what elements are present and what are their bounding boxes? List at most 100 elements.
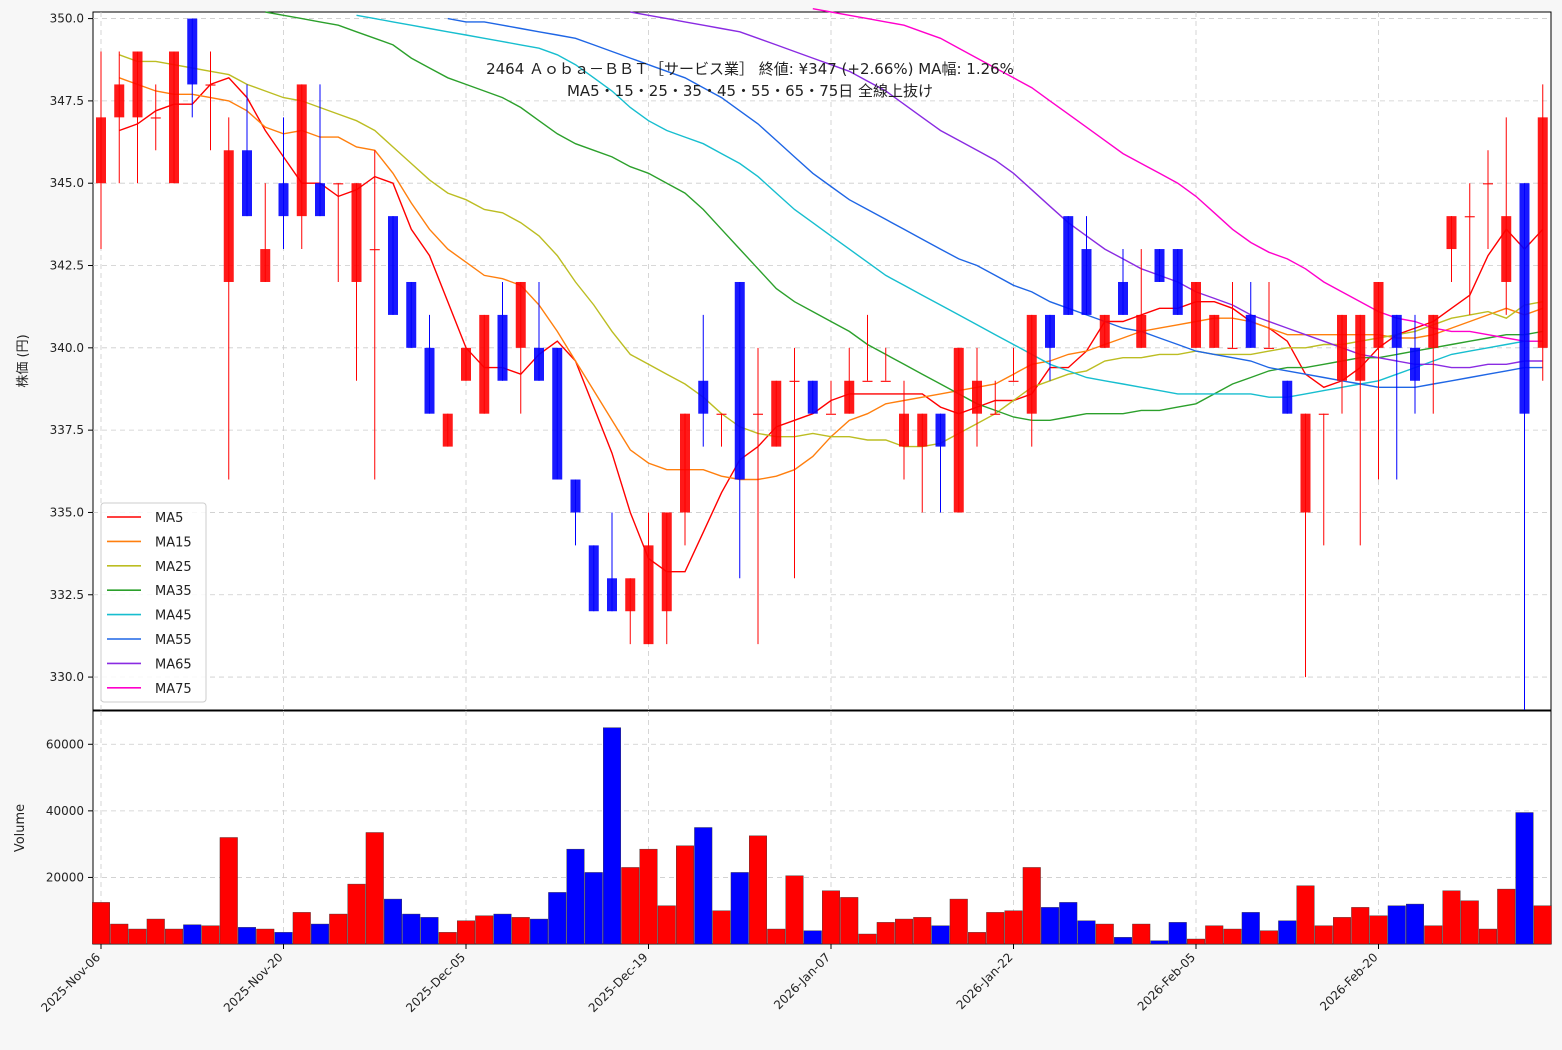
volume-bar	[1314, 925, 1333, 945]
candle-body	[223, 150, 234, 282]
candle-body	[333, 183, 344, 185]
candle-body	[1337, 314, 1347, 381]
volume-bar	[128, 928, 147, 945]
volume-bar	[311, 923, 330, 945]
candle-body	[643, 545, 654, 645]
candle-body	[880, 380, 891, 382]
volume-bar	[1132, 923, 1151, 945]
volume-bar	[1022, 867, 1041, 945]
volume-bar	[639, 848, 658, 945]
volume-bar	[803, 930, 822, 945]
candle-body	[1464, 216, 1475, 218]
volume-bar	[292, 912, 311, 945]
candle-body	[315, 183, 325, 217]
candle-body	[826, 413, 836, 415]
volume-bar	[749, 835, 768, 945]
ma-line-ma25	[119, 54, 1543, 448]
candle-body	[972, 380, 982, 414]
volume-bar	[201, 925, 220, 945]
candle-body	[1026, 314, 1037, 414]
volume-bar	[1478, 928, 1497, 945]
candle-body	[1154, 249, 1165, 282]
candle-body	[1264, 347, 1274, 350]
candle-body	[424, 347, 435, 414]
candle-body	[114, 84, 125, 118]
volume-bar	[1259, 930, 1278, 945]
volume-bar	[1113, 937, 1132, 945]
candle-body	[187, 18, 198, 85]
candle-body	[150, 117, 161, 119]
volume-bar	[365, 832, 384, 945]
candle-body	[351, 183, 362, 282]
candle-body	[479, 314, 490, 414]
price-tick-label: 342.5	[50, 259, 84, 273]
volume-bar	[1369, 915, 1388, 945]
candle-body	[260, 249, 271, 282]
volume-bar	[548, 892, 567, 945]
candle-body	[1209, 314, 1220, 348]
volume-bar	[1497, 888, 1516, 945]
volume-tick-label: 40000	[46, 804, 84, 818]
volume-bar	[1278, 920, 1297, 945]
volume-bar	[621, 867, 640, 945]
legend: MA5 MA15 MA25 MA35 MA45 MA55 MA65 MA75	[100, 502, 207, 703]
volume-bar	[1095, 923, 1114, 945]
volume-bar	[347, 883, 366, 945]
ma-line-ma75	[812, 8, 1543, 342]
candle-body	[716, 413, 727, 415]
candle-body	[1045, 314, 1055, 348]
volume-bar	[1351, 907, 1370, 945]
candle-body	[1118, 281, 1128, 315]
volume-bar	[1405, 903, 1424, 945]
volume-bar	[1387, 905, 1406, 945]
candle-body	[1191, 281, 1201, 348]
candle-body	[1501, 216, 1512, 282]
legend-label-ma65: MA65	[155, 657, 192, 672]
volume-bar	[730, 872, 749, 945]
chart-subtitle: MA5・15・25・35・45・55・65・75日 全線上抜け	[567, 82, 933, 100]
chart-title: 2464 Ａｏｂａ－ＢＢＴ［サービス業］ 終値: ¥347 (+2.66%) M…	[486, 60, 1014, 78]
volume-bar	[822, 890, 841, 945]
volume-bar	[1077, 920, 1096, 945]
volume-bar	[256, 928, 275, 945]
volume-bar	[676, 845, 695, 945]
volume-bars	[91, 727, 1552, 945]
volume-bar	[1040, 907, 1059, 945]
candle-body	[953, 347, 964, 513]
volume-bar	[895, 918, 914, 945]
candle-body	[1227, 347, 1238, 350]
price-tick-label: 330.0	[50, 670, 84, 684]
volume-bar	[384, 898, 403, 945]
candle-body	[442, 413, 453, 447]
volume-bar	[1223, 928, 1242, 945]
volume-bar	[1168, 922, 1187, 945]
volume-bar	[986, 912, 1005, 945]
volume-bar	[183, 924, 202, 945]
price-tick-label: 350.0	[50, 12, 84, 26]
volume-bar	[511, 917, 530, 945]
price-tick-label: 337.5	[50, 423, 84, 437]
ma-line-ma35	[265, 11, 1543, 421]
volume-tick-label: 60000	[46, 737, 84, 751]
legend-label-ma55: MA55	[155, 633, 192, 648]
volume-bar	[164, 928, 183, 945]
volume-bar	[1332, 917, 1351, 945]
volume-bar	[110, 923, 129, 945]
candle-body	[734, 281, 745, 480]
volume-bar	[457, 920, 476, 945]
candle-body	[807, 380, 818, 414]
price-tick-label: 340.0	[50, 341, 84, 355]
candle-body	[1446, 216, 1457, 250]
legend-label-ma5: MA5	[155, 511, 183, 526]
candle-body	[1099, 314, 1110, 348]
volume-bar	[219, 837, 238, 945]
candle-body	[1391, 314, 1402, 348]
ma-line-ma45	[356, 14, 1543, 398]
candle-body	[1008, 380, 1019, 382]
volume-bar	[858, 933, 877, 945]
legend-box	[100, 502, 207, 703]
volume-bar	[657, 905, 676, 945]
candle-body	[461, 347, 471, 381]
candle-body	[1245, 314, 1256, 348]
price-tick-label: 335.0	[50, 505, 84, 519]
